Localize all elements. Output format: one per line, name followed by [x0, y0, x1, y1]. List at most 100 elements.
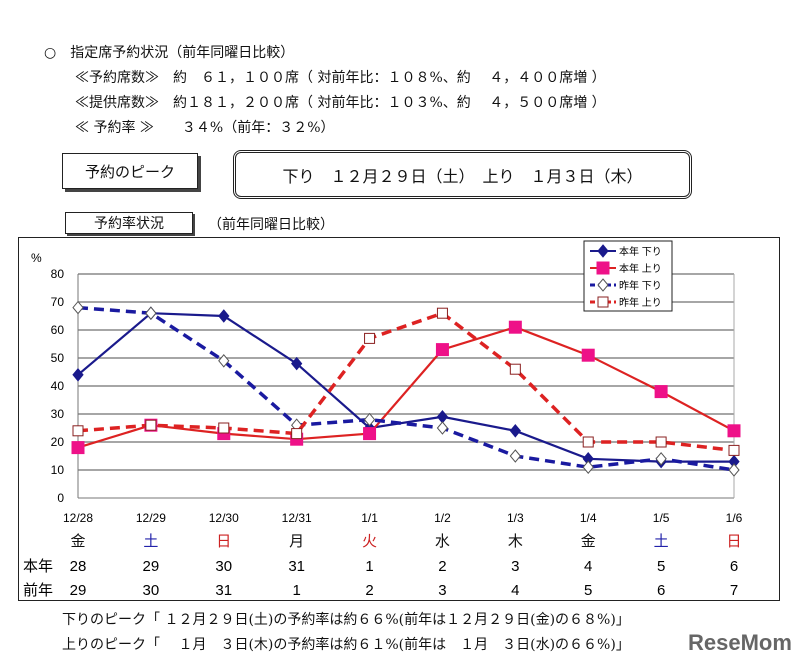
weekday-label: 火 [362, 533, 377, 550]
data-point-2 [436, 421, 449, 435]
watermark-logo: ReseMom [688, 630, 792, 655]
x-tick-label: 1/1 [361, 511, 378, 525]
this-year-date: 30 [215, 558, 232, 575]
data-point-0 [218, 309, 230, 323]
weekday-label: 土 [143, 533, 158, 550]
legend-label: 本年 上り [619, 262, 662, 275]
data-point-2 [655, 452, 667, 466]
data-point-1 [727, 424, 741, 438]
x-tick-label: 12/30 [209, 511, 239, 525]
x-tick-label: 1/6 [726, 511, 743, 525]
y-tick-label: 80 [51, 267, 65, 281]
y-tick-label: 10 [51, 463, 65, 477]
last-year-date: 2 [365, 582, 373, 599]
legend-label: 本年 下り [619, 245, 662, 258]
weekday-label: 日 [216, 533, 231, 550]
data-point-1 [363, 427, 377, 441]
footer-line-up-peak: 上りのピーク「 １月 ３日(木)の予約率は約６１%(前年は １月 ３日(水)の６… [62, 637, 630, 653]
this-year-date: 1 [365, 558, 373, 575]
this-year-date: 5 [657, 558, 665, 575]
weekday-label: 金 [70, 533, 85, 550]
legend-marker [597, 296, 609, 308]
weekday-label: 水 [435, 533, 450, 550]
last-year-date: 31 [215, 582, 232, 599]
series-line-0 [77, 312, 734, 463]
data-point-3 [509, 363, 521, 375]
data-point-2 [145, 306, 157, 320]
y-tick-label: 0 [57, 491, 64, 505]
data-point-3 [728, 444, 740, 456]
chart-container: % 0 10 20 30 40 50 60 70 80 12/28 金 28 29 12/29 土 29 30 12… [18, 237, 780, 601]
this-year-date: 28 [70, 558, 87, 575]
this-year-row-label: 本年 [23, 558, 53, 575]
peak-value-box: 下り １２月２９日（土） 上り １月３日（木） [233, 150, 692, 199]
last-year-date: 5 [584, 582, 592, 599]
header-line-1: ○ 指定席予約状況（前年同曜日比較） [44, 45, 295, 61]
x-tick-label: 1/4 [580, 511, 597, 525]
data-point-2 [218, 354, 230, 368]
rate-note: （前年同曜日比較） [208, 217, 334, 233]
data-point-2 [72, 300, 84, 315]
data-point-2 [363, 412, 376, 427]
data-point-1 [581, 348, 595, 362]
data-point-0 [291, 356, 303, 371]
data-point-3 [364, 332, 376, 344]
last-year-date: 6 [657, 582, 665, 599]
weekday-label: 木 [508, 533, 523, 550]
data-point-1 [654, 385, 668, 399]
line-chart: %0102030405060708012/28金282912/29土293012… [23, 240, 743, 599]
data-point-1 [71, 441, 85, 455]
x-tick-label: 1/5 [653, 511, 670, 525]
data-point-0 [509, 424, 521, 438]
this-year-date: 4 [584, 558, 592, 575]
this-year-date: 3 [511, 558, 519, 575]
data-point-3 [218, 422, 230, 434]
this-year-date: 2 [438, 558, 446, 575]
x-tick-label: 12/29 [136, 511, 166, 525]
x-tick-label: 12/28 [63, 511, 93, 525]
data-point-0 [72, 368, 84, 382]
data-point-3 [582, 436, 594, 448]
header-line-rate: ≪ 予約率 ≫ ３４%（前年：３２%） [75, 120, 335, 136]
weekday-label: 金 [581, 533, 596, 550]
weekday-label: 日 [726, 533, 741, 550]
data-point-2 [509, 449, 521, 463]
data-point-3 [145, 419, 157, 431]
last-year-date: 29 [70, 582, 87, 599]
y-tick-label: 20 [51, 435, 65, 449]
y-tick-label: 50 [51, 351, 65, 365]
this-year-date: 6 [730, 558, 738, 575]
x-tick-label: 1/3 [507, 511, 524, 525]
last-year-row-label: 前年 [23, 582, 53, 599]
legend-marker [597, 244, 609, 258]
data-point-2 [728, 463, 740, 477]
this-year-date: 31 [288, 558, 305, 575]
legend-marker [597, 278, 609, 292]
y-tick-label: 60 [51, 323, 65, 337]
series-line-1 [77, 326, 735, 449]
last-year-date: 30 [143, 582, 160, 599]
rate-label-box: 予約率状況 [65, 212, 193, 234]
last-year-date: 3 [438, 582, 446, 599]
last-year-date: 1 [292, 582, 300, 599]
y-tick-label: 30 [51, 407, 65, 421]
x-tick-label: 1/2 [434, 511, 451, 525]
last-year-date: 4 [511, 582, 519, 599]
y-tick-label: 40 [51, 379, 65, 393]
footer-line-down-peak: 下りのピーク「 １２月２９日(土)の予約率は約６６%(前年は１２月２９日(金)の… [62, 612, 630, 628]
series-line-3 [77, 311, 735, 453]
y-tick-label: 70 [51, 295, 65, 309]
data-point-1 [508, 320, 522, 334]
legend-label: 昨年 下り [619, 279, 662, 292]
data-point-1 [435, 343, 449, 357]
data-point-3 [655, 436, 667, 448]
data-point-3 [72, 425, 84, 437]
weekday-label: 土 [654, 533, 669, 550]
data-point-3 [436, 307, 448, 319]
legend-marker [596, 261, 610, 275]
weekday-label: 月 [289, 533, 304, 550]
series-line-2 [77, 305, 735, 472]
peak-label-box: 予約のピーク [62, 153, 198, 189]
y-axis-label: % [31, 251, 42, 265]
